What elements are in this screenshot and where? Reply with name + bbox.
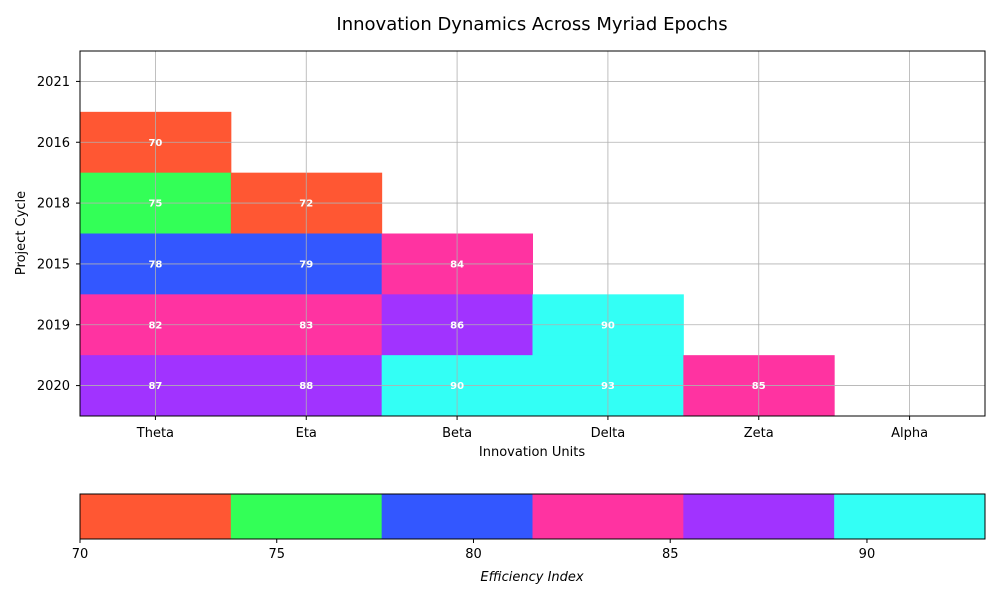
x-tick-label: Alpha [891, 426, 928, 441]
cell-value-label: 84 [450, 259, 464, 270]
x-axis-label: Innovation Units [479, 445, 585, 460]
cell-value-label: 83 [299, 320, 313, 331]
cell-value-label: 90 [601, 320, 615, 331]
colorbar-segment [230, 494, 383, 539]
colorbar: 70 75 80 85 90 [72, 493, 986, 562]
cell-value-label: 93 [601, 381, 615, 392]
colorbar-tick-label: 85 [662, 547, 679, 562]
cell-value-label: 70 [148, 138, 162, 149]
cell-value-label: 79 [299, 259, 313, 270]
cell-value-label: 88 [299, 381, 313, 392]
cell-value-label: 78 [148, 259, 162, 270]
x-tick-label: Eta [296, 426, 317, 441]
colorbar-tick-label: 80 [465, 547, 482, 562]
cell-value-label: 82 [148, 320, 162, 331]
x-tick-label: Theta [136, 426, 174, 441]
plot-frame [79, 50, 986, 417]
cell-value-label: 75 [148, 199, 162, 210]
colorbar-tick-label: 90 [859, 547, 876, 562]
colorbar-segment [532, 494, 684, 539]
x-axis: Theta Eta Beta Delta Zeta Alpha [136, 416, 928, 441]
cell-value-label: 87 [148, 381, 162, 392]
cell-value-label: 72 [299, 199, 313, 210]
colorbar-segment [683, 494, 835, 539]
x-tick-label: Zeta [744, 426, 774, 441]
grid-lines: 70 75 72 78 79 84 82 83 86 90 87 88 90 93 85 [80, 51, 985, 416]
y-axis-label: Project Cycle [14, 191, 29, 275]
cell-value-label: 90 [450, 381, 464, 392]
y-tick-label: 2019 [37, 318, 70, 333]
colorbar-segment [834, 494, 986, 539]
colorbar-segment [80, 494, 232, 539]
colorbar-frame [79, 493, 986, 540]
y-tick-label: 2018 [37, 197, 70, 212]
x-tick-label: Beta [442, 426, 472, 441]
y-axis: 2021 2016 2018 2015 2019 2020 [37, 75, 80, 394]
y-tick-label: 2015 [37, 257, 70, 272]
y-tick-label: 2016 [37, 136, 70, 151]
cell-value-label: 86 [450, 320, 464, 331]
y-tick-label: 2020 [37, 379, 70, 394]
colorbar-tick-label: 75 [268, 547, 285, 562]
y-tick-label: 2021 [37, 75, 70, 90]
x-tick-label: Delta [591, 426, 626, 441]
colorbar-label: Efficiency Index [480, 570, 584, 585]
colorbar-tick-label: 70 [72, 547, 89, 562]
cell-value-label: 85 [752, 381, 766, 392]
colorbar-segment [381, 494, 533, 539]
chart-title: Innovation Dynamics Across Myriad Epochs [336, 14, 727, 35]
